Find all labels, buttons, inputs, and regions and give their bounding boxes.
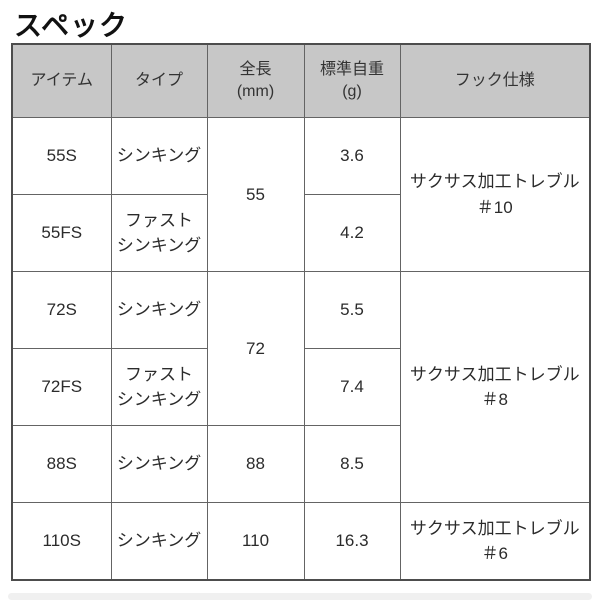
weight-cell: 3.6 xyxy=(303,117,401,195)
type-cell: シンキング xyxy=(110,425,208,503)
table-row-72fs: 72FS ファスト シンキング 7.4 xyxy=(11,348,590,426)
table-row-72s: 72S シンキング 72 5.5 サクサス加工トレブル ＃8 xyxy=(11,271,591,503)
table-row-110s: 110S シンキング 110 16.3 サクサス加工トレブル ＃6 xyxy=(11,502,591,581)
type-cell: ファスト シンキング xyxy=(110,348,208,426)
spec-table: アイテム タイプ 全長 (mm) 標準自重 (g) フック仕様 55S シンキン… xyxy=(11,43,591,581)
item-cell: 72FS xyxy=(11,348,112,426)
table-row-55fs: 55FS ファスト シンキング 4.2 xyxy=(11,194,590,272)
item-cell: 88S xyxy=(11,425,112,503)
header-length: 全長 (mm) xyxy=(206,43,305,118)
table-row-55s: 55S シンキング 55 3.6 サクサス加工トレブル ＃10 xyxy=(11,117,591,272)
type-cell: シンキング xyxy=(110,502,208,581)
header-hook: フック仕様 xyxy=(399,43,591,118)
item-cell: 72S xyxy=(11,271,112,349)
page-bottom-shadow xyxy=(8,593,592,600)
page-title: スペック xyxy=(14,10,129,41)
weight-cell: 5.5 xyxy=(303,271,401,349)
header-row: アイテム タイプ 全長 (mm) 標準自重 (g) フック仕様 xyxy=(11,43,591,118)
type-cell: シンキング xyxy=(110,271,208,349)
type-cell: ファスト シンキング xyxy=(110,194,208,272)
hook-cell: サクサス加工トレブル ＃10 xyxy=(399,117,591,272)
header-item: アイテム xyxy=(11,43,112,118)
length-cell: 55 xyxy=(206,117,305,272)
header-weight: 標準自重 (g) xyxy=(303,43,401,118)
header-type-label: タイプ xyxy=(134,72,183,90)
weight-cell: 4.2 xyxy=(303,194,401,272)
table-row-88s: 88S シンキング 88 8.5 xyxy=(11,425,590,503)
header-type: タイプ xyxy=(110,43,208,118)
length-cell: 72 xyxy=(206,271,305,426)
length-cell: 110 xyxy=(206,502,305,581)
item-cell: 110S xyxy=(11,502,112,581)
item-cell: 55S xyxy=(11,117,112,195)
weight-cell: 16.3 xyxy=(303,502,401,581)
type-cell: シンキング xyxy=(110,117,208,195)
hook-cell: サクサス加工トレブル ＃6 xyxy=(399,502,591,581)
weight-cell: 7.4 xyxy=(303,348,401,426)
hook-cell: サクサス加工トレブル ＃8 xyxy=(399,271,591,503)
weight-cell: 8.5 xyxy=(303,425,401,503)
header-item-label: アイテム xyxy=(30,72,93,90)
length-cell: 88 xyxy=(206,425,305,503)
item-cell: 55FS xyxy=(11,194,112,272)
